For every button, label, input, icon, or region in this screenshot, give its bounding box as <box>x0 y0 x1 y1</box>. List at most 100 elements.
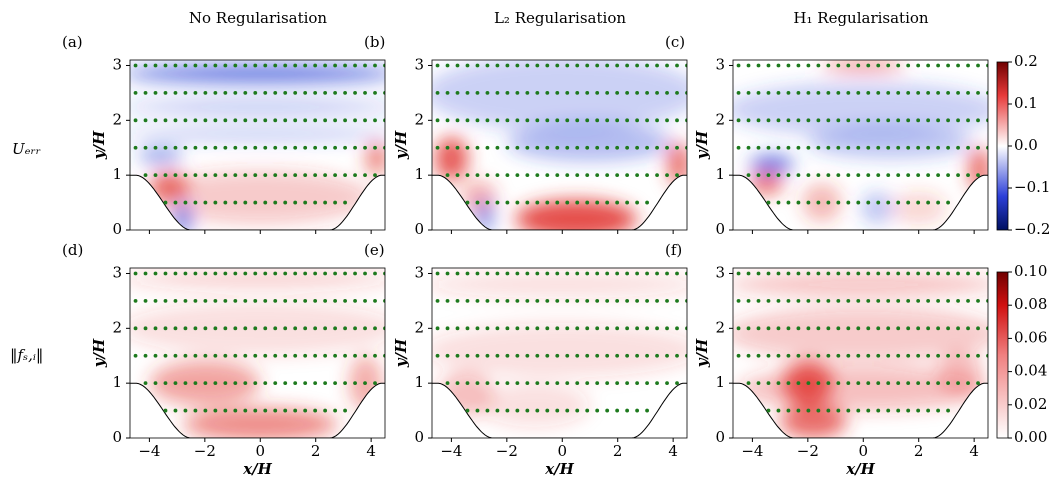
sensor <box>836 381 841 386</box>
sensor <box>303 91 308 95</box>
sensor <box>956 91 960 95</box>
sensor <box>976 271 980 276</box>
sensor <box>675 381 679 386</box>
sensor <box>213 381 218 386</box>
sensor <box>776 326 781 331</box>
sensor <box>786 381 791 386</box>
sensor <box>946 326 950 331</box>
sensor <box>183 118 188 123</box>
sensor <box>253 271 258 276</box>
sensor <box>665 63 669 68</box>
colorbar-tick-label: 0.1 <box>1014 94 1038 112</box>
sensor <box>183 408 188 413</box>
heatmap-field <box>733 60 988 230</box>
sensor <box>826 145 831 150</box>
y-tick-label: 2 <box>715 318 725 336</box>
sensor <box>946 381 950 386</box>
sensor <box>495 173 500 178</box>
sensor <box>445 299 450 303</box>
sensor <box>856 271 861 276</box>
sensor <box>273 408 278 413</box>
sensor <box>283 200 288 205</box>
sensor <box>846 326 851 331</box>
colorbar-tick-label: 0.02 <box>1014 395 1047 413</box>
sensor <box>876 145 881 150</box>
sensor <box>193 299 198 303</box>
sensor <box>846 63 851 68</box>
sensor <box>273 381 278 386</box>
sensor <box>836 408 841 413</box>
sensor <box>505 299 510 303</box>
sensor <box>153 271 158 276</box>
sensor <box>163 299 168 303</box>
sensor <box>826 381 831 386</box>
sensor <box>495 91 500 95</box>
sensor <box>575 145 580 150</box>
sensor <box>786 173 791 178</box>
sensor <box>826 271 831 276</box>
sensor <box>826 299 831 303</box>
sensor <box>455 381 460 386</box>
sensor <box>323 63 328 68</box>
sensor <box>233 353 238 358</box>
sensor <box>495 271 500 276</box>
sensor <box>363 353 367 358</box>
sensor <box>515 408 520 413</box>
sensor <box>253 299 258 303</box>
sensor <box>966 381 970 386</box>
sensor <box>786 326 791 331</box>
field-blob <box>479 383 590 428</box>
x-tick-label: −4 <box>440 442 462 460</box>
sensor <box>213 299 218 303</box>
sensor <box>926 118 931 123</box>
sensor <box>383 145 385 150</box>
sensor <box>555 271 560 276</box>
sensor <box>866 145 871 150</box>
sensor <box>233 145 238 150</box>
axes-frame <box>732 59 989 231</box>
sensor <box>213 271 218 276</box>
sensor <box>383 91 385 95</box>
sensor <box>455 173 460 178</box>
sensor <box>766 408 771 413</box>
field-blob <box>149 169 372 225</box>
sensor <box>193 173 198 178</box>
sensor <box>746 271 751 276</box>
sensor <box>615 353 620 358</box>
sensor <box>193 326 198 331</box>
sensor <box>343 63 347 68</box>
field-blob <box>130 100 385 114</box>
sensor <box>293 200 298 205</box>
sensor <box>223 145 228 150</box>
sensor <box>976 91 980 95</box>
x-tick-label: 0 <box>255 442 265 460</box>
sensor <box>485 326 490 331</box>
sensor <box>293 63 298 68</box>
sensor <box>645 271 649 276</box>
sensor <box>605 200 610 205</box>
sensor <box>363 118 367 123</box>
sensor <box>173 118 178 123</box>
sensor <box>203 91 208 95</box>
sensor <box>906 118 911 123</box>
sensor <box>946 408 950 413</box>
sensor <box>505 200 510 205</box>
sensor <box>143 381 148 386</box>
sensor <box>856 408 861 413</box>
sensor <box>233 408 238 413</box>
sensor <box>233 200 238 205</box>
field-blob <box>365 142 385 176</box>
sensor <box>836 173 841 178</box>
sensor <box>926 381 931 386</box>
sensor <box>333 326 338 331</box>
y-tick-label: 0 <box>715 428 725 446</box>
sensor <box>896 145 901 150</box>
sensor <box>203 118 208 123</box>
sensor <box>213 91 218 95</box>
sensor <box>655 271 659 276</box>
y-tick-label: 2 <box>112 110 122 128</box>
sensor <box>746 173 751 178</box>
sensor <box>736 326 741 331</box>
sensor <box>856 299 861 303</box>
sensor <box>303 173 308 178</box>
